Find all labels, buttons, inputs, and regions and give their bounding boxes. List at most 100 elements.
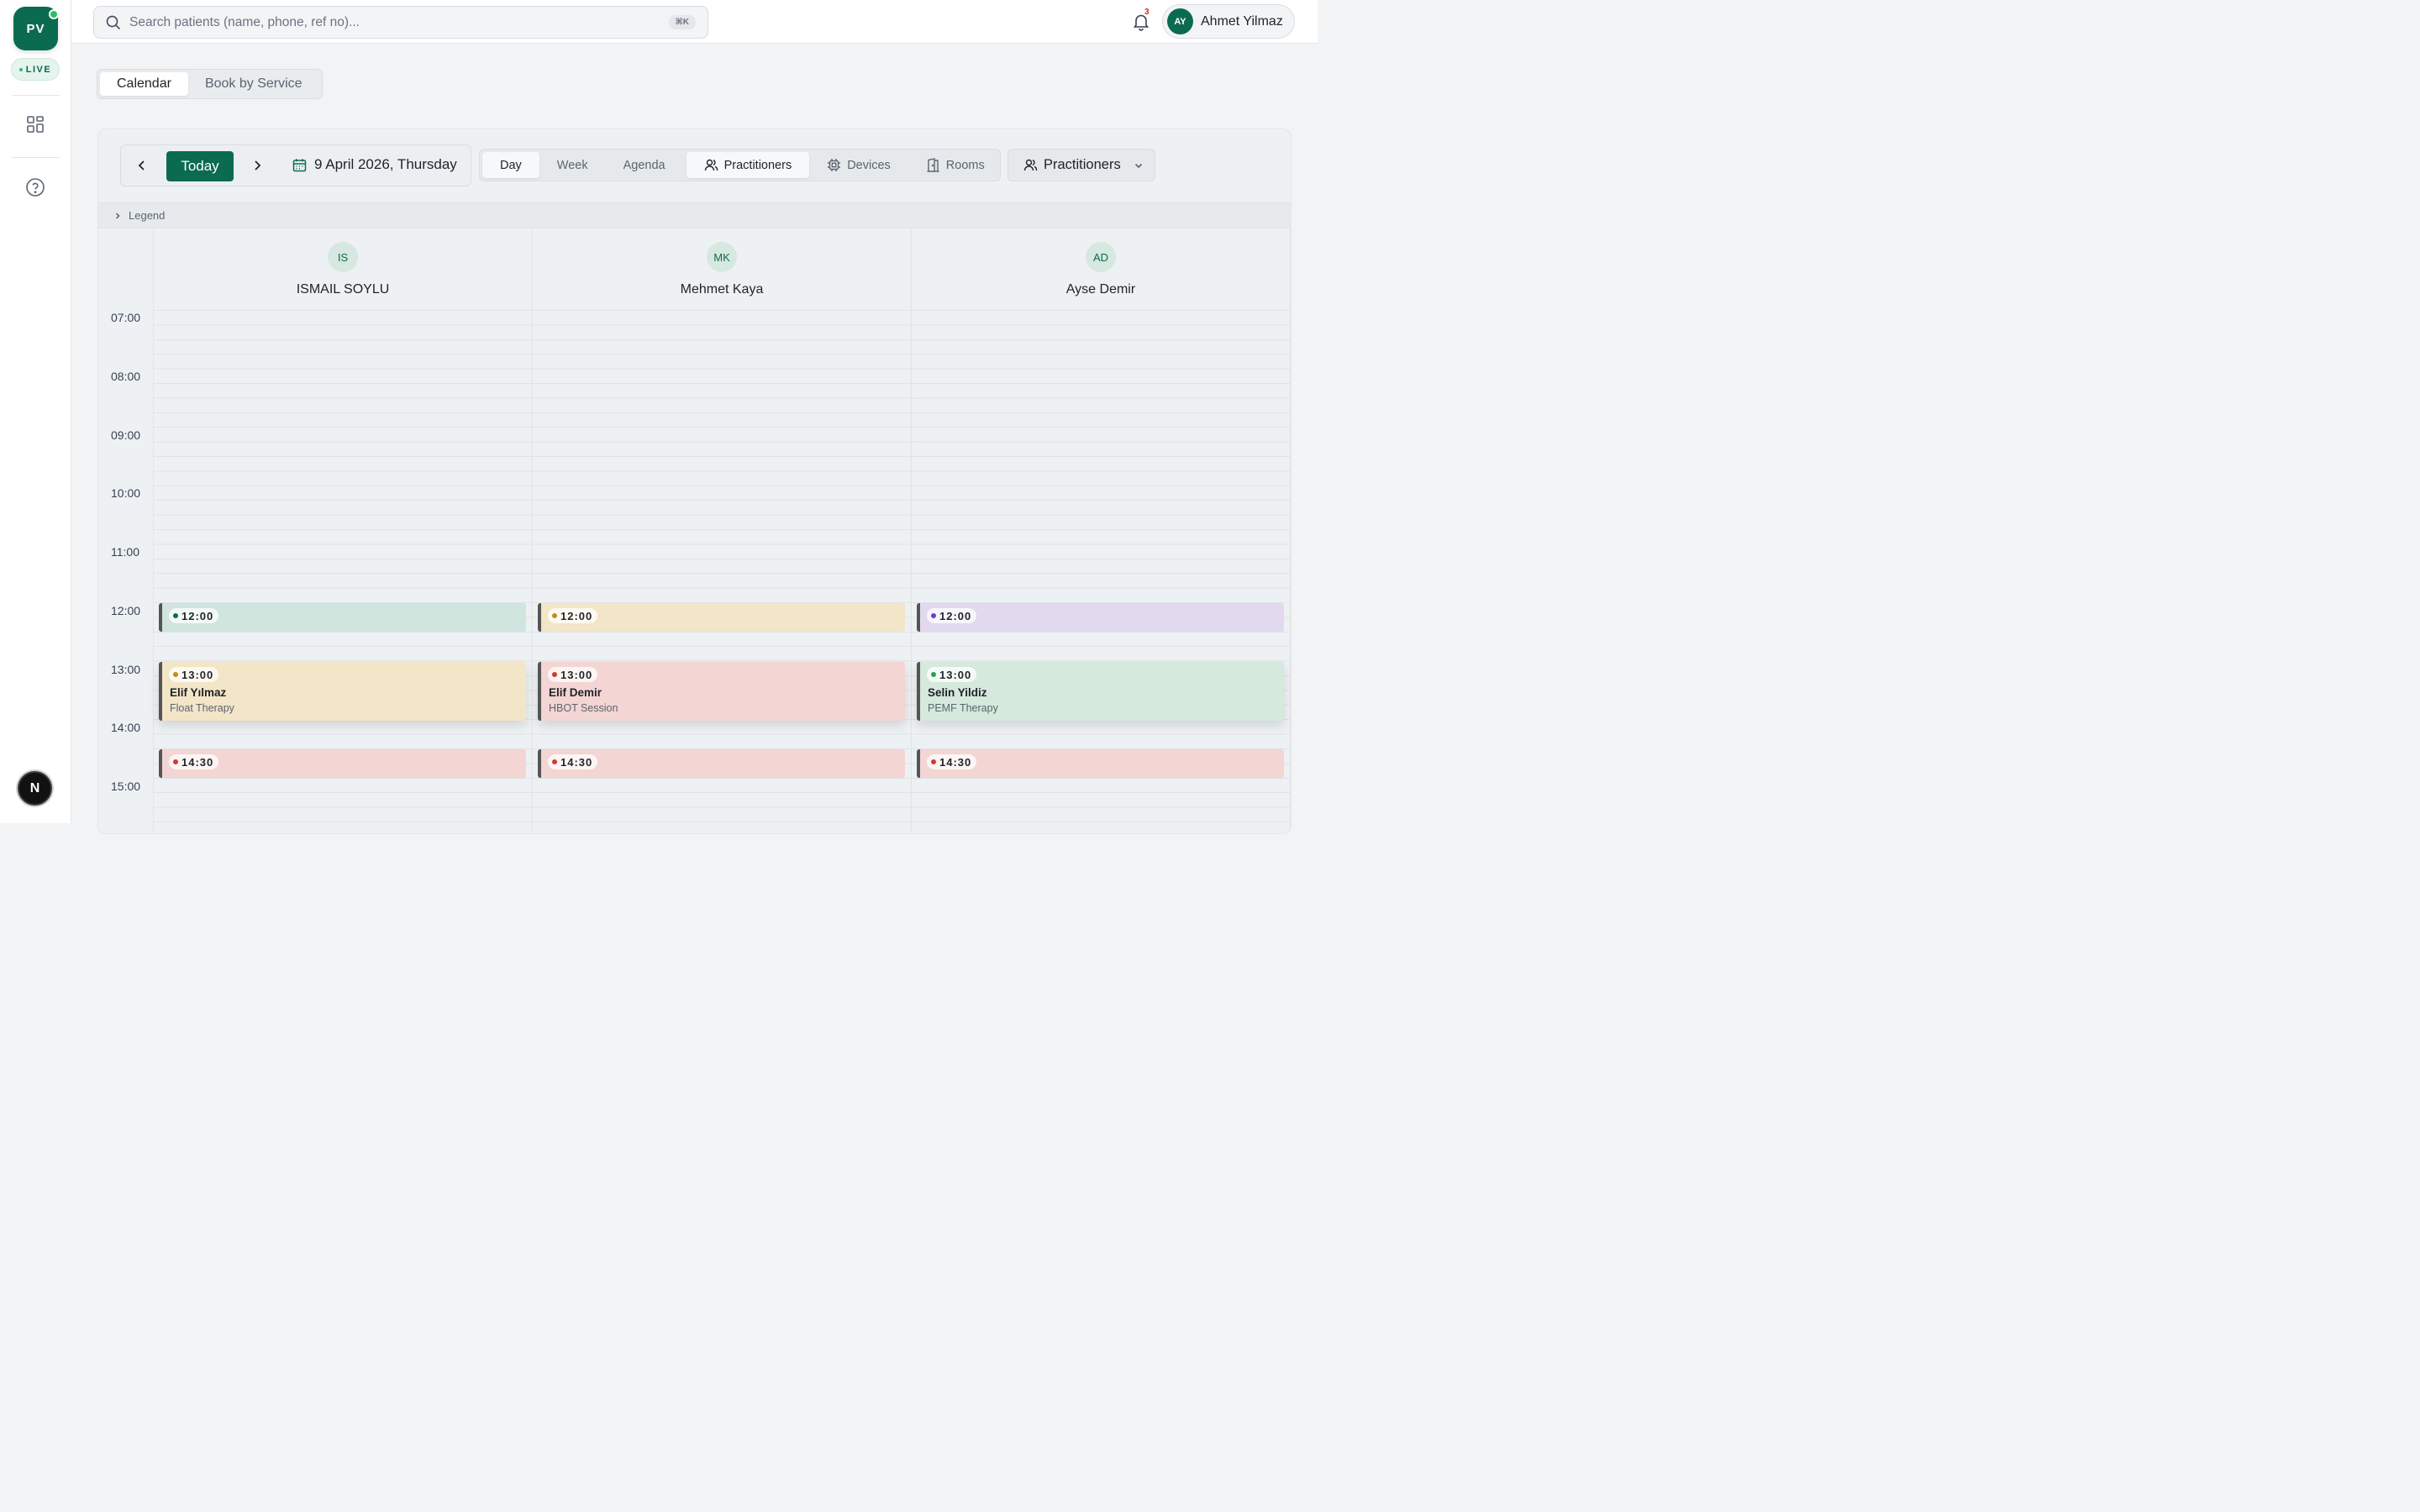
- column-header-ayse-demir: AD Ayse Demir: [912, 228, 1291, 311]
- appointment-event[interactable]: 13:00 Selin Yildiz PEMF Therapy: [917, 662, 1284, 721]
- appointment-event[interactable]: 14:30: [917, 749, 1284, 778]
- event-time-pill: 14:30: [548, 754, 598, 769]
- tab-calendar[interactable]: Calendar: [100, 72, 188, 96]
- hour-label: 14:00: [111, 721, 141, 734]
- appointment-event[interactable]: 12:00: [538, 603, 905, 632]
- status-dot: [552, 759, 557, 764]
- event-time: 13:00: [560, 668, 593, 681]
- dashboard-icon[interactable]: [24, 113, 47, 136]
- search-shortcut: ⌘K: [668, 15, 696, 29]
- appointment-event[interactable]: 12:00: [917, 603, 1284, 632]
- search-input[interactable]: Search patients (name, phone, ref no)...…: [93, 6, 708, 39]
- appointment-event[interactable]: 14:30: [538, 749, 905, 778]
- main-tabs: Calendar Book by Service: [97, 69, 323, 99]
- tab-rooms[interactable]: Rooms: [908, 152, 1002, 178]
- tab-agenda[interactable]: Agenda: [623, 158, 666, 172]
- column-body[interactable]: 12:00 13:00 Selin Yildiz PEMF Therapy 14…: [912, 311, 1291, 833]
- appointment-event[interactable]: 12:00: [159, 603, 526, 632]
- tab-devices[interactable]: Devices: [809, 152, 908, 178]
- logo-text: PV: [26, 21, 45, 36]
- tab-week[interactable]: Week: [556, 158, 588, 172]
- service-name: HBOT Session: [549, 702, 618, 714]
- legend-toggle[interactable]: Legend: [98, 202, 1291, 228]
- patient-name: Elif Yılmaz: [170, 686, 227, 699]
- appointment-event[interactable]: 13:00 Elif Yılmaz Float Therapy: [159, 662, 526, 721]
- date-navigation: Today 9 April 2026, Thursday: [120, 144, 471, 186]
- practitioner-name: Ayse Demir: [1065, 282, 1136, 297]
- hour-label: 15:00: [111, 780, 141, 793]
- event-time: 13:00: [939, 668, 972, 681]
- event-time-pill: 13:00: [927, 667, 977, 682]
- users-icon: [1023, 159, 1038, 171]
- column-body[interactable]: 12:00 13:00 Elif Yılmaz Float Therapy 14…: [154, 311, 533, 833]
- view-switcher: Day Week Agenda Practitioners Devices: [479, 149, 1001, 181]
- legend-label: Legend: [129, 209, 166, 222]
- event-time: 12:00: [182, 609, 214, 622]
- tab-practitioners[interactable]: Practitioners: [686, 152, 810, 178]
- tab-day[interactable]: Day: [482, 152, 539, 178]
- help-icon[interactable]: [24, 176, 47, 199]
- event-time: 12:00: [560, 609, 593, 622]
- hour-label: 09:00: [111, 428, 141, 442]
- user-menu[interactable]: AY Ahmet Yilmaz: [1162, 4, 1295, 39]
- live-dot: [18, 67, 23, 71]
- tab-devices-label: Devices: [847, 158, 891, 172]
- chevron-right-icon[interactable]: [248, 156, 266, 175]
- next-devtools-button[interactable]: N: [18, 771, 52, 806]
- date-text: 9 April 2026, Thursday: [314, 156, 457, 172]
- appointment-event[interactable]: 14:30: [159, 749, 526, 778]
- chevron-down-icon: [1134, 163, 1142, 168]
- appointment-event[interactable]: 13:00 Elif Demir HBOT Session: [538, 662, 905, 721]
- status-dot: [173, 759, 178, 764]
- bell-icon[interactable]: [1132, 13, 1150, 31]
- column-header-mehmet-kaya: MK Mehmet Kaya: [533, 228, 912, 311]
- status-dot: [552, 672, 557, 677]
- status-dot: [552, 613, 557, 618]
- chevron-left-icon[interactable]: [133, 156, 151, 175]
- status-dot: [931, 613, 936, 618]
- event-time: 14:30: [182, 755, 214, 769]
- service-name: Float Therapy: [170, 702, 234, 714]
- users-icon: [704, 159, 718, 171]
- app-logo[interactable]: PV: [13, 7, 59, 50]
- hour-label: 10:00: [111, 486, 141, 500]
- chevron-right-icon: [115, 212, 120, 219]
- calendar-grid: 07:00 08:00 09:00 10:00 11:00 12:00 13:0…: [98, 228, 1291, 833]
- time-gutter: 07:00 08:00 09:00 10:00 11:00 12:00 13:0…: [98, 228, 154, 833]
- avatar: AY: [1167, 8, 1193, 34]
- notification-count: 3: [1144, 8, 1150, 17]
- calendar-card: Today 9 April 2026, Thursday Day Week Ag…: [97, 129, 1292, 834]
- hour-label: 08:00: [111, 370, 141, 383]
- avatar: AD: [1086, 242, 1116, 272]
- live-badge: LIVE: [11, 58, 60, 81]
- calendar-icon: [292, 158, 307, 171]
- status-dot: [931, 672, 936, 677]
- sidebar: PV LIVE N: [0, 0, 71, 823]
- practitioner-name: Mehmet Kaya: [680, 282, 764, 297]
- avatar: IS: [328, 242, 358, 272]
- avatar: MK: [707, 242, 737, 272]
- today-button[interactable]: Today: [166, 151, 234, 181]
- event-time-pill: 13:00: [548, 667, 598, 682]
- practitioner-name: ISMAIL SOYLU: [296, 282, 390, 297]
- event-time: 13:00: [182, 668, 214, 681]
- live-label: LIVE: [25, 64, 52, 75]
- chip-icon: [828, 159, 841, 171]
- event-time: 14:30: [560, 755, 593, 769]
- hour-label: 13:00: [111, 663, 141, 676]
- event-time: 14:30: [939, 755, 972, 769]
- event-time-pill: 14:30: [169, 754, 219, 769]
- practitioners-filter-dropdown[interactable]: Practitioners: [1007, 149, 1155, 181]
- sidebar-divider: [12, 157, 60, 158]
- patient-name: Selin Yildiz: [928, 686, 987, 699]
- column-body[interactable]: 12:00 13:00 Elif Demir HBOT Session 14:3…: [533, 311, 912, 833]
- date-picker[interactable]: 9 April 2026, Thursday: [292, 156, 457, 173]
- service-name: PEMF Therapy: [928, 702, 998, 714]
- online-status-dot: [49, 9, 59, 19]
- hour-label: 12:00: [111, 604, 141, 617]
- user-name: Ahmet Yilmaz: [1201, 13, 1283, 29]
- topbar: Search patients (name, phone, ref no)...…: [71, 0, 1318, 44]
- status-dot: [173, 672, 178, 677]
- patient-name: Elif Demir: [549, 686, 602, 699]
- tab-book-by-service[interactable]: Book by Service: [204, 76, 302, 91]
